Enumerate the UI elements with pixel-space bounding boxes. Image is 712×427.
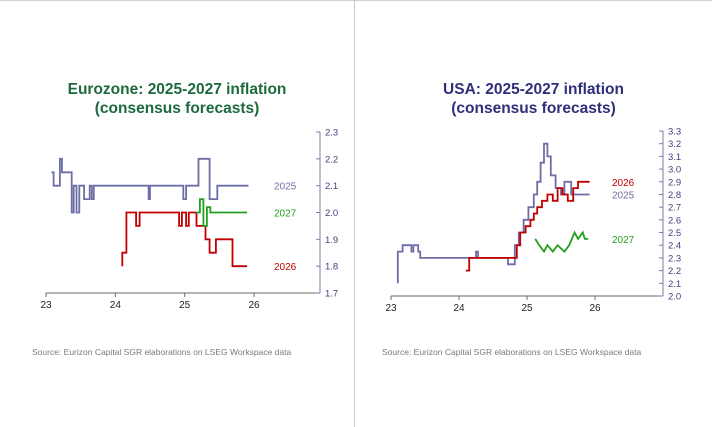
x-tick-label: 23 (385, 303, 397, 314)
y-tick-label: 2.8 (668, 190, 681, 201)
y-tick-label: 1.8 (325, 262, 338, 273)
top-rule (0, 0, 712, 1)
series-2026-label: 2026 (612, 178, 635, 189)
y-tick-label: 2.1 (325, 181, 338, 192)
series-2025-label: 2025 (612, 190, 635, 201)
y-tick-label: 3.0 (668, 165, 681, 176)
chart-title-line1: Eurozone: 2025-2027 inflation (67, 81, 287, 98)
x-tick-label: 24 (453, 303, 465, 314)
chart-subtitle: (consensus forecasts) (451, 100, 616, 117)
series-2026-line (121, 211, 248, 268)
y-tick-label: 2.3 (325, 128, 338, 139)
panel-divider (354, 0, 355, 427)
series-2025-label: 2025 (274, 182, 297, 193)
y-tick-label: 2.6 (668, 215, 681, 226)
eurozone-chart: 23 24 25 26 1.7 1.8 1.9 2.0 2.1 2.2 2.3 2025 2026 202… (40, 128, 338, 312)
x-tick-label: 26 (589, 303, 601, 314)
y-tick-label: 1.7 (325, 289, 338, 300)
usa-panel: USA: 2025-2027 inflation (consensus fore… (355, 0, 712, 427)
series-2027-label: 2027 (612, 235, 635, 246)
y-tick-label: 2.0 (668, 292, 681, 303)
y-tick-label: 3.2 (668, 139, 681, 150)
series-2027-line (534, 230, 589, 254)
y-tick-label: 2.4 (668, 241, 681, 252)
source-note: Source: Eurizon Capital SGR elaborations… (32, 347, 292, 357)
y-tick-label: 2.2 (325, 154, 338, 165)
y-tick-label: 2.9 (668, 177, 681, 188)
y-tick-label: 2.2 (668, 266, 681, 277)
y-tick-label: 3.3 (668, 127, 681, 138)
x-tick-label: 24 (110, 300, 122, 311)
eurozone-panel: Eurozone: 2025-2027 inflation (consensus… (0, 0, 354, 427)
chart-subtitle: (consensus forecasts) (94, 100, 260, 117)
y-tick-label: 2.7 (668, 203, 681, 214)
series-2026-line (465, 180, 590, 272)
series-2025-line (51, 157, 249, 214)
x-tick-label: 25 (179, 300, 191, 311)
x-tick-label: 23 (40, 300, 52, 311)
series-2025-line (396, 142, 590, 284)
series-2027-line (195, 198, 248, 227)
series-2027-label: 2027 (274, 209, 297, 220)
y-tick-label: 3.1 (668, 152, 681, 163)
x-tick-label: 26 (248, 300, 260, 311)
y-tick-label: 2.5 (668, 228, 681, 239)
y-tick-label: 1.9 (325, 235, 338, 246)
source-note: Source: Eurizon Capital SGR elaborations… (382, 347, 642, 357)
usa-chart: 23 24 25 262.02.12.22.32.42.52.62.72.82.93.… (385, 127, 681, 315)
chart-title: USA: 2025-2027 inflation (consensus fore… (355, 80, 712, 118)
y-tick-label: 2.1 (668, 279, 681, 290)
chart-title: Eurozone: 2025-2027 inflation (consensus… (0, 80, 354, 118)
y-tick-label: 2.0 (325, 208, 338, 219)
y-tick-label: 2.3 (668, 253, 681, 264)
x-tick-label: 25 (521, 303, 533, 314)
series-2026-label: 2026 (274, 262, 297, 273)
chart-title-line1: USA: 2025-2027 inflation (443, 81, 624, 98)
